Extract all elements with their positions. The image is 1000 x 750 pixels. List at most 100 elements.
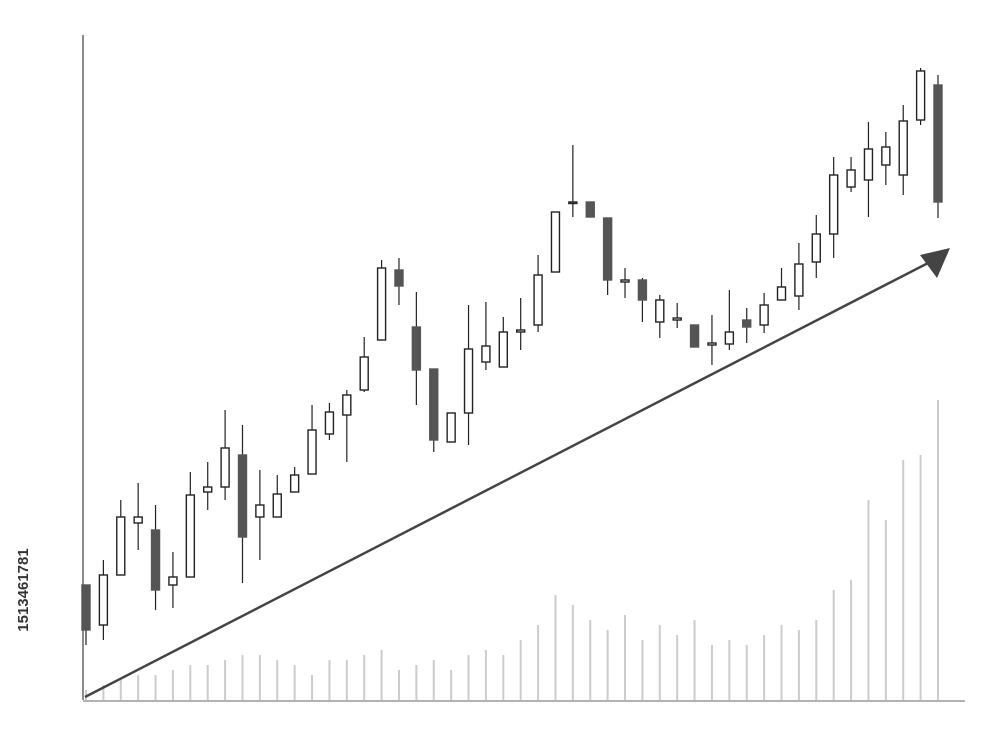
volume-bar bbox=[380, 650, 383, 700]
candle-body bbox=[620, 279, 630, 283]
volume-bar bbox=[415, 665, 418, 700]
candle-body bbox=[133, 516, 143, 524]
volume-bar bbox=[206, 665, 209, 700]
volume-bar bbox=[102, 685, 105, 700]
candle-body bbox=[446, 412, 456, 443]
volume-bar bbox=[432, 660, 435, 700]
volume-bar bbox=[937, 400, 939, 700]
volume-bar bbox=[345, 660, 348, 700]
volume-bar bbox=[676, 635, 679, 700]
candle-body bbox=[707, 342, 717, 346]
volume-bar bbox=[606, 630, 609, 700]
volume-bar bbox=[658, 625, 661, 700]
candle-body bbox=[742, 319, 752, 328]
volume-bar bbox=[85, 690, 87, 700]
candle-body bbox=[307, 429, 317, 475]
volume-layer bbox=[85, 400, 939, 700]
candle-body bbox=[689, 324, 700, 348]
volume-bar bbox=[467, 655, 470, 700]
trend-arrow bbox=[84, 260, 931, 699]
volume-bar bbox=[693, 620, 696, 700]
candle-body bbox=[915, 70, 926, 121]
candle-body bbox=[411, 326, 422, 371]
volume-bar bbox=[519, 640, 522, 700]
candle-body bbox=[81, 584, 91, 631]
candle-body bbox=[463, 348, 474, 414]
volume-bar bbox=[276, 660, 279, 700]
candle-body bbox=[342, 394, 352, 416]
candle-body bbox=[203, 486, 213, 493]
candle-body bbox=[672, 317, 682, 321]
volume-bar bbox=[502, 655, 505, 700]
candle-body bbox=[498, 331, 509, 368]
volume-bar bbox=[780, 625, 783, 700]
candle-body bbox=[237, 454, 248, 538]
candle-body bbox=[185, 494, 196, 578]
candle-body bbox=[429, 368, 439, 441]
volume-bar bbox=[815, 620, 818, 700]
volume-bar bbox=[450, 670, 453, 700]
volume-bar bbox=[641, 640, 644, 700]
candle-body bbox=[116, 516, 126, 576]
candle-body bbox=[828, 174, 839, 235]
candle-body bbox=[533, 274, 543, 326]
volume-bar bbox=[258, 655, 261, 700]
candle-body bbox=[98, 574, 109, 626]
candle-body bbox=[637, 279, 648, 301]
volume-bar bbox=[763, 635, 766, 700]
volume-bar bbox=[571, 605, 574, 700]
volume-bar bbox=[745, 645, 748, 700]
volume-bar bbox=[154, 675, 157, 700]
volume-bar bbox=[902, 460, 905, 700]
volume-bar bbox=[884, 520, 887, 700]
candle-body bbox=[220, 447, 230, 488]
candle-body bbox=[794, 263, 804, 297]
candle-body bbox=[759, 304, 769, 326]
candle-body bbox=[568, 201, 578, 205]
candle-body bbox=[376, 267, 387, 341]
candle-body bbox=[898, 120, 908, 176]
volume-bar bbox=[728, 640, 731, 700]
volume-bar bbox=[224, 660, 227, 700]
candle-body bbox=[776, 286, 787, 301]
volume-bar bbox=[554, 595, 557, 700]
volume-bar bbox=[241, 655, 244, 700]
trend-arrowhead bbox=[920, 248, 950, 278]
volume-bar bbox=[137, 675, 140, 700]
candle-body bbox=[811, 233, 821, 263]
candle-body bbox=[150, 529, 161, 591]
volume-bar bbox=[484, 650, 487, 700]
candle-body bbox=[933, 84, 943, 203]
candle-body bbox=[515, 329, 526, 333]
volume-bar bbox=[537, 625, 540, 700]
candle-body bbox=[289, 474, 300, 493]
candle-body bbox=[655, 299, 665, 323]
volume-bar bbox=[171, 670, 174, 700]
candle-body bbox=[168, 576, 178, 586]
volume-bar bbox=[797, 630, 800, 700]
volume-bar bbox=[589, 620, 592, 700]
volume-bar bbox=[119, 680, 122, 700]
candle-body bbox=[324, 411, 335, 435]
candle-body bbox=[881, 146, 891, 166]
candle-layer bbox=[81, 68, 943, 645]
candle-body bbox=[394, 269, 404, 287]
candle-body bbox=[846, 169, 856, 188]
candle-body bbox=[481, 345, 491, 363]
candle-body bbox=[724, 331, 735, 345]
candle-body bbox=[585, 201, 595, 218]
candle-body bbox=[602, 217, 613, 281]
volume-bar bbox=[293, 665, 296, 700]
volume-bar bbox=[919, 455, 922, 700]
candle-body bbox=[255, 504, 265, 518]
candle-body bbox=[359, 356, 369, 391]
volume-bar bbox=[867, 500, 870, 700]
candle-body bbox=[863, 148, 874, 181]
volume-bar bbox=[397, 670, 400, 700]
candle-body bbox=[272, 493, 282, 518]
volume-bar bbox=[850, 580, 853, 700]
watermark-id: 1513461781 bbox=[15, 548, 32, 631]
volume-bar bbox=[363, 655, 366, 700]
volume-bar bbox=[311, 675, 314, 700]
